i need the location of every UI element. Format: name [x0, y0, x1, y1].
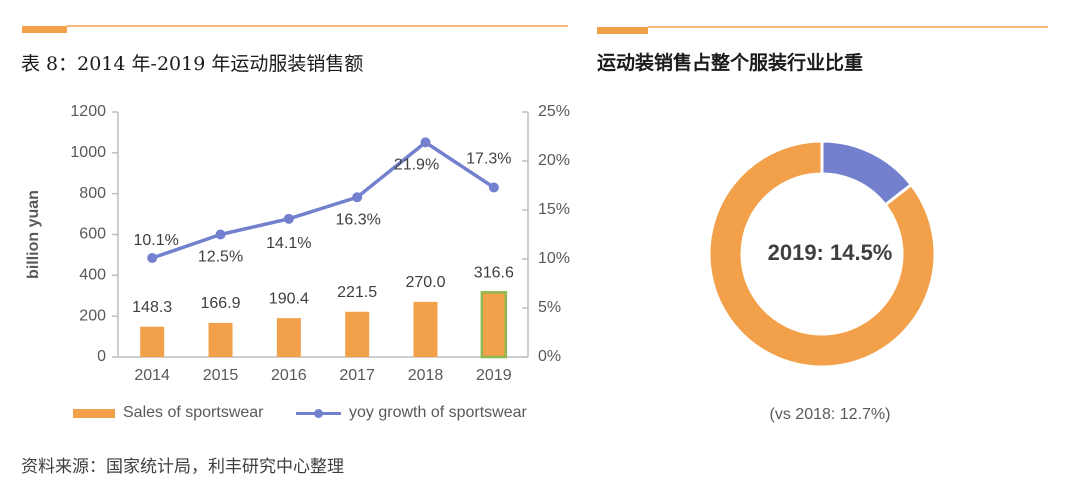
x-label-2017: 2017 — [339, 367, 375, 384]
x-label-2016: 2016 — [271, 367, 307, 384]
right-tick-label: 20% — [538, 152, 570, 169]
line-label-2018: 21.9% — [394, 157, 439, 174]
bar-label-2018: 270.0 — [405, 274, 445, 291]
left-tick-label: 1200 — [70, 103, 106, 120]
line-swatch-marker — [314, 408, 323, 418]
line-label-2014: 10.1% — [133, 232, 178, 249]
right-tick-label: 25% — [538, 103, 570, 120]
accent-line-right — [648, 26, 1048, 28]
line-label-2016: 14.1% — [266, 235, 311, 252]
line-point-2015 — [215, 229, 226, 240]
donut-center-label: 2019: 14.5% — [767, 240, 893, 265]
bar-label-2019: 316.6 — [474, 265, 514, 282]
x-label-2019: 2019 — [476, 367, 512, 384]
bar-2016 — [276, 318, 301, 357]
bar-label-2014: 148.3 — [132, 299, 172, 316]
line-label-2015: 12.5% — [198, 249, 243, 266]
right-tick-label: 0% — [538, 348, 561, 365]
bar-label-2017: 221.5 — [337, 284, 377, 301]
bar-label-2015: 166.9 — [200, 295, 240, 312]
donut-chart — [707, 139, 937, 369]
accent-bar-right — [597, 27, 648, 34]
left-tick-label: 1000 — [70, 144, 106, 161]
donut-slice-1 — [707, 139, 937, 369]
line-point-2014 — [147, 253, 158, 264]
left-axis-title: billion yuan — [25, 190, 42, 279]
left-tick-label: 600 — [79, 226, 106, 243]
line-label-2019: 17.3% — [466, 151, 511, 168]
bar-2014 — [140, 326, 165, 357]
left-tick-label: 0 — [97, 348, 106, 365]
x-label-2014: 2014 — [134, 367, 170, 384]
legend-item-sales: Sales of sportswear — [73, 404, 264, 422]
line-point-2019 — [488, 182, 499, 193]
combo-chart: 0 200 400 600 800 1000 1200 0% 5% 10% 15% 20% 25% bil… — [25, 103, 570, 384]
right-tick-label: 5% — [538, 299, 561, 316]
bar-2019 — [480, 291, 508, 359]
left-tick-label: 400 — [79, 267, 106, 284]
left-tick-label: 200 — [79, 307, 106, 324]
line-point-2016 — [283, 213, 294, 224]
left-chart-title: 表 8：2014 年-2019 年运动服装销售额 — [21, 53, 364, 75]
bar-2015 — [208, 322, 233, 357]
growth-line — [151, 140, 495, 260]
x-label-2018: 2018 — [408, 367, 444, 384]
left-tick-label: 800 — [79, 185, 106, 202]
bar-series-swatch — [73, 408, 115, 418]
source-note: 资料来源：国家统计局，利丰研究中心整理 — [21, 457, 344, 477]
line-label-2017: 16.3% — [335, 211, 380, 228]
right-chart-title: 运动装销售占整个服装行业比重 — [597, 53, 864, 74]
line-series-swatch — [296, 408, 341, 419]
accent-line-left — [67, 25, 568, 27]
bar-label-2016: 190.4 — [269, 290, 309, 307]
donut-caption: (vs 2018: 12.7%) — [769, 406, 891, 423]
line-point-2017 — [352, 192, 363, 203]
bar-2018 — [413, 301, 438, 357]
accent-bar-left — [22, 26, 67, 33]
x-label-2015: 2015 — [203, 367, 239, 384]
line-point-2018 — [420, 137, 431, 148]
bar-2017 — [345, 311, 370, 357]
legend-label-sales: Sales of sportswear — [123, 404, 264, 421]
legend-item-growth: yoy growth of sportswear — [296, 404, 527, 422]
right-tick-label: 10% — [538, 250, 570, 267]
right-tick-label: 15% — [538, 201, 570, 218]
legend-label-growth: yoy growth of sportswear — [349, 404, 527, 421]
